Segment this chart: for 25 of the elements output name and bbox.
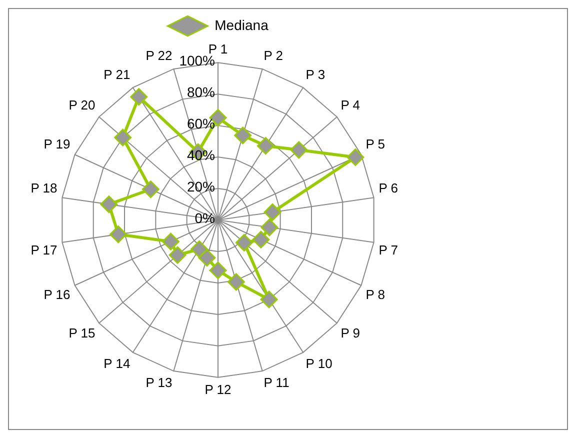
spoke-label: P 16: [44, 286, 70, 302]
y-tick-label: 80%: [186, 84, 215, 100]
spoke-label: P 4: [340, 97, 360, 112]
spoke-label: P 5: [366, 136, 386, 152]
spoke-label: P 11: [264, 375, 290, 390]
spoke-label: P 10: [306, 356, 332, 371]
spoke-label: P 19: [44, 136, 70, 152]
spoke-label: P 17: [30, 242, 58, 258]
spoke-label: P 2: [264, 48, 284, 63]
legend-label: Mediana: [214, 16, 269, 33]
spoke-label: P 3: [306, 67, 326, 82]
spoke-label: P 14: [104, 356, 130, 371]
y-tick-label: 0%: [194, 210, 215, 226]
spoke-label: P 8: [366, 286, 386, 302]
spoke-label: P 21: [104, 67, 130, 82]
spoke-label: P 20: [68, 97, 96, 112]
spoke-label: P 15: [68, 326, 96, 341]
spoke-label: P 12: [204, 382, 232, 397]
spoke-label: P 7: [378, 242, 398, 258]
spoke-label: P 18: [30, 180, 58, 196]
y-tick-label: 20%: [186, 178, 215, 194]
spoke-label: P 22: [146, 48, 172, 63]
spoke-label: P 13: [146, 375, 172, 390]
spoke-label: P 6: [378, 180, 398, 196]
spoke-label: P 9: [340, 326, 360, 341]
